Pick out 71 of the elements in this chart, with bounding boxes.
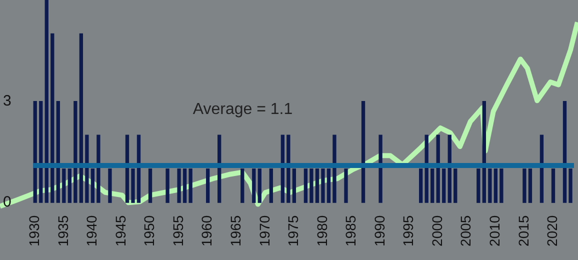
bar bbox=[33, 100, 37, 203]
bar bbox=[494, 168, 498, 203]
bar bbox=[79, 33, 84, 203]
bar bbox=[188, 168, 192, 203]
bar bbox=[62, 168, 66, 203]
x-tick-label: 2005 bbox=[458, 215, 474, 246]
y-tick-label: 3 bbox=[3, 92, 12, 110]
x-tick-label: 1970 bbox=[256, 215, 272, 246]
bar bbox=[482, 100, 486, 203]
bar bbox=[108, 168, 112, 203]
bar bbox=[96, 134, 100, 203]
x-tick-label: 2020 bbox=[544, 215, 560, 246]
bar bbox=[131, 168, 135, 203]
bar bbox=[74, 100, 78, 203]
x-tick-label: 2000 bbox=[428, 215, 445, 246]
x-tick-label: 1955 bbox=[170, 215, 186, 246]
bar bbox=[488, 168, 492, 203]
bar bbox=[56, 100, 60, 203]
bar bbox=[332, 134, 336, 203]
bar bbox=[528, 168, 532, 203]
x-tick-label: 1975 bbox=[285, 215, 302, 246]
x-tick-label: 1990 bbox=[371, 215, 388, 246]
bar bbox=[304, 168, 308, 203]
x-tick-label: 2015 bbox=[515, 215, 532, 246]
bar bbox=[378, 134, 382, 203]
ref-line-label: Average = 1.1 bbox=[192, 101, 293, 118]
bar bbox=[39, 100, 43, 203]
bar bbox=[419, 168, 423, 203]
bar bbox=[321, 168, 325, 203]
bar bbox=[90, 168, 95, 203]
bar bbox=[310, 168, 314, 203]
bar bbox=[252, 168, 256, 203]
bar bbox=[240, 168, 244, 203]
x-tick-label: 1935 bbox=[54, 215, 71, 246]
bar bbox=[500, 168, 504, 203]
x-tick-label: 1945 bbox=[112, 215, 128, 246]
bar bbox=[286, 134, 290, 203]
x-tick-label: 1940 bbox=[84, 215, 100, 246]
bar bbox=[454, 168, 458, 203]
bar bbox=[476, 168, 480, 203]
bar bbox=[361, 100, 366, 203]
bar bbox=[344, 168, 348, 203]
bar bbox=[551, 168, 556, 203]
bar bbox=[68, 168, 72, 203]
bar bbox=[315, 168, 320, 203]
bar bbox=[269, 168, 273, 203]
bar bbox=[292, 168, 296, 203]
x-tick-label: 1930 bbox=[26, 215, 42, 246]
bar bbox=[442, 168, 446, 203]
x-tick-label: 1995 bbox=[400, 215, 416, 246]
bar bbox=[44, 0, 48, 203]
bar bbox=[258, 168, 262, 203]
bar bbox=[182, 168, 187, 203]
bar bbox=[326, 168, 331, 203]
bar bbox=[177, 168, 181, 203]
x-tick-label: 1960 bbox=[198, 215, 215, 246]
y-tick-label: 0 bbox=[3, 194, 12, 211]
x-tick-label: 1980 bbox=[314, 215, 330, 246]
bar bbox=[50, 33, 54, 203]
bar bbox=[562, 100, 567, 203]
x-tick-label: 1965 bbox=[227, 215, 244, 246]
x-tick-label: 1950 bbox=[141, 215, 158, 246]
bar bbox=[430, 168, 434, 203]
bar bbox=[85, 134, 89, 203]
bar bbox=[568, 168, 572, 203]
bar bbox=[522, 168, 526, 203]
bar bbox=[206, 168, 210, 203]
bar bbox=[166, 168, 170, 203]
x-tick-label: 1985 bbox=[342, 215, 359, 246]
x-tick-label: 2010 bbox=[486, 215, 503, 246]
bar bbox=[148, 168, 152, 203]
